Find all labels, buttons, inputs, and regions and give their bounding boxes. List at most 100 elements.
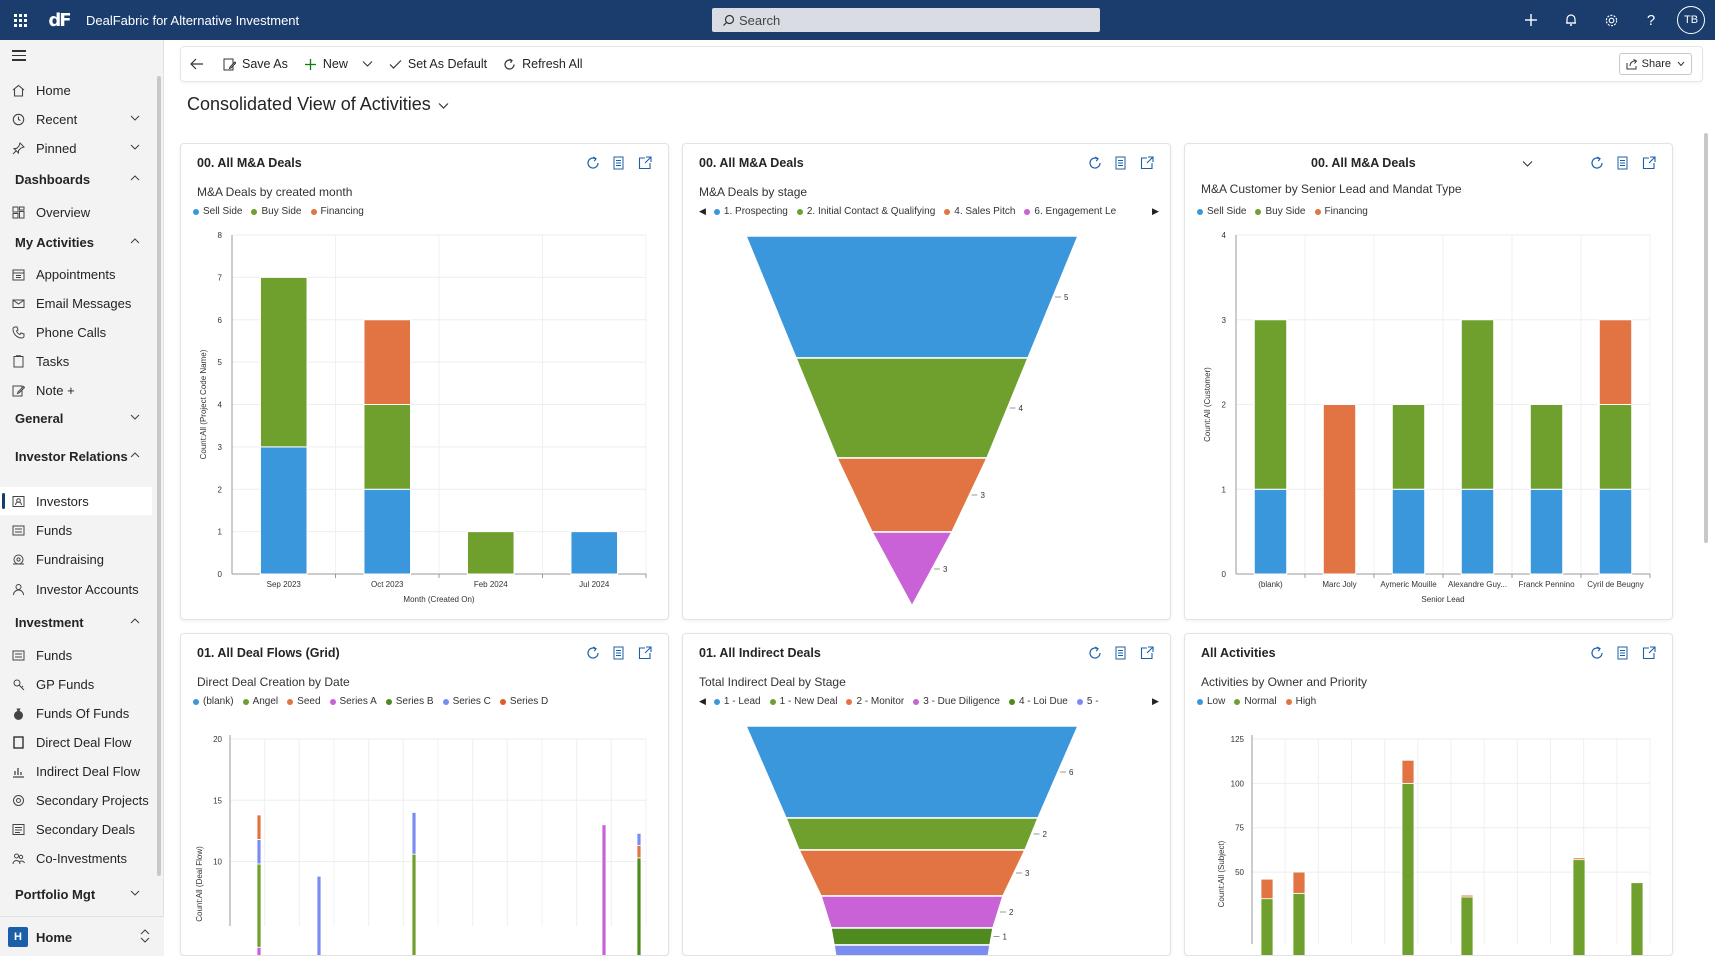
sidebar-item-investor-accounts[interactable]: Investor Accounts: [0, 575, 152, 603]
save-as-button[interactable]: Save As: [215, 46, 296, 82]
legend-item[interactable]: Seed: [287, 696, 321, 707]
chevron-down-icon[interactable]: [130, 412, 140, 422]
chart-legend[interactable]: ◀ 1. Prospecting 2. Initial Contact & Qual…: [695, 206, 1159, 217]
refresh-icon[interactable]: [1588, 644, 1606, 662]
expand-icon[interactable]: [1138, 154, 1156, 172]
legend-item[interactable]: Series D: [499, 696, 548, 707]
chevron-down-icon[interactable]: [1522, 160, 1533, 168]
add-icon[interactable]: [1511, 0, 1551, 40]
legend-item[interactable]: 2 - Monitor: [846, 696, 904, 707]
sidebar-scrollbar[interactable]: [157, 76, 161, 876]
legend-item[interactable]: Series A: [329, 696, 377, 707]
area-switcher[interactable]: H Home: [0, 916, 164, 956]
sidebar-item-email-messages[interactable]: Email Messages: [0, 289, 152, 317]
chart-legend[interactable]: ◀ 1 - Lead 1 - New Deal 2 - Monitor 3 - Due …: [695, 696, 1159, 707]
search-input[interactable]: Search: [712, 8, 1100, 32]
sidebar-group-investment[interactable]: Investment: [0, 608, 152, 636]
legend-item[interactable]: Financing: [310, 206, 364, 217]
sidebar-item-fundraising[interactable]: Fundraising: [0, 545, 152, 573]
refresh-icon[interactable]: [584, 644, 602, 662]
sidebar-item-funds-of-funds[interactable]: Funds Of Funds: [0, 699, 152, 727]
expand-icon[interactable]: [1138, 644, 1156, 662]
legend-prev-arrow-icon[interactable]: ◀: [699, 696, 706, 706]
card-view-title[interactable]: All Activities: [1201, 646, 1276, 660]
new-button[interactable]: New: [296, 46, 381, 82]
sidebar-item-investors[interactable]: Investors: [0, 487, 152, 515]
view-records-icon[interactable]: [610, 154, 628, 172]
sidebar-item-funds[interactable]: Funds: [0, 516, 152, 544]
main-scrollbar[interactable]: [1704, 133, 1708, 543]
gear-icon[interactable]: [1591, 0, 1631, 40]
legend-item[interactable]: 1. Prospecting: [713, 206, 788, 217]
card-view-title[interactable]: 00. All M&A Deals: [699, 156, 804, 170]
sidebar-group-portfolio-mgt[interactable]: Portfolio Mgt: [0, 880, 152, 908]
legend-item[interactable]: Sell Side: [193, 206, 242, 217]
card-view-title[interactable]: 00. All M&A Deals: [197, 156, 302, 170]
chevron-up-icon[interactable]: [130, 173, 140, 183]
chevron-up-down-icon[interactable]: [140, 929, 150, 943]
view-records-icon[interactable]: [1614, 644, 1632, 662]
bell-icon[interactable]: [1551, 0, 1591, 40]
legend-item[interactable]: 3 - Due Diligence: [913, 696, 1000, 707]
chevron-down-icon[interactable]: [130, 888, 140, 898]
app-launcher-icon[interactable]: [0, 0, 40, 40]
legend-item[interactable]: Series B: [385, 696, 434, 707]
legend-item[interactable]: Low: [1197, 696, 1225, 707]
card-view-title[interactable]: 01. All Indirect Deals: [699, 646, 821, 660]
sidebar-group-general[interactable]: General: [0, 404, 152, 432]
sidebar-item-recent[interactable]: Recent: [0, 105, 152, 133]
chevron-down-icon[interactable]: [130, 142, 140, 152]
refresh-icon[interactable]: [1588, 154, 1606, 172]
refresh-icon[interactable]: [584, 154, 602, 172]
chart-legend[interactable]: (blank) Angel Seed Series A Series B Series C…: [193, 696, 557, 707]
expand-icon[interactable]: [1640, 154, 1658, 172]
user-avatar[interactable]: TB: [1677, 6, 1705, 34]
sidebar-item-note[interactable]: Note +: [0, 376, 152, 404]
sidebar-item-phone-calls[interactable]: Phone Calls: [0, 318, 152, 346]
sidebar-group-dashboards[interactable]: Dashboards: [0, 165, 152, 193]
legend-item[interactable]: Sell Side: [1197, 206, 1246, 217]
sidebar-item-overview[interactable]: Overview: [0, 198, 152, 226]
set-as-default-button[interactable]: Set As Default: [381, 46, 495, 82]
card-view-title[interactable]: 00. All M&A Deals: [1311, 156, 1416, 170]
chart-legend[interactable]: Sell Side Buy Side Financing: [193, 206, 373, 217]
legend-item[interactable]: 1 - Lead: [713, 696, 761, 707]
refresh-icon[interactable]: [1086, 644, 1104, 662]
expand-icon[interactable]: [636, 644, 654, 662]
view-records-icon[interactable]: [1614, 154, 1632, 172]
chart-legend[interactable]: Low Normal High: [1197, 696, 1325, 707]
card-view-title[interactable]: 01. All Deal Flows (Grid): [197, 646, 340, 660]
view-records-icon[interactable]: [1112, 644, 1130, 662]
chevron-down-icon[interactable]: [362, 60, 373, 68]
sidebar-item-secondary-deals[interactable]: Secondary Deals: [0, 815, 152, 843]
sidebar-item-gp-funds[interactable]: GP Funds: [0, 670, 152, 698]
sidebar-item-pinned[interactable]: Pinned: [0, 134, 152, 162]
legend-item[interactable]: Angel: [242, 696, 278, 707]
sidebar-item-secondary-projects[interactable]: Secondary Projects: [0, 786, 152, 814]
sidebar-item-appointments[interactable]: Appointments: [0, 260, 152, 288]
legend-item[interactable]: (blank): [193, 696, 234, 707]
legend-item[interactable]: Normal: [1234, 696, 1277, 707]
legend-next-arrow-icon[interactable]: ▶: [1152, 206, 1159, 216]
chevron-down-icon[interactable]: [438, 102, 449, 110]
expand-icon[interactable]: [636, 154, 654, 172]
sidebar-group-my-activities[interactable]: My Activities: [0, 228, 152, 256]
legend-item[interactable]: Buy Side: [1255, 206, 1306, 217]
chevron-up-icon[interactable]: [130, 616, 140, 626]
view-records-icon[interactable]: [1112, 154, 1130, 172]
legend-item[interactable]: Series C: [442, 696, 491, 707]
view-records-icon[interactable]: [610, 644, 628, 662]
legend-item[interactable]: 4 - Loi Due: [1008, 696, 1068, 707]
chevron-up-icon[interactable]: [130, 236, 140, 246]
legend-item[interactable]: Buy Side: [251, 206, 302, 217]
sidebar-item-direct-deal-flow[interactable]: Direct Deal Flow: [0, 728, 152, 756]
legend-item[interactable]: 1 - New Deal: [769, 696, 837, 707]
legend-item[interactable]: 5 -: [1076, 696, 1099, 707]
legend-item[interactable]: 4. Sales Pitch: [944, 206, 1015, 217]
hamburger-menu-icon[interactable]: [12, 50, 26, 64]
sidebar-item-co-investments[interactable]: Co-Investments: [0, 844, 152, 872]
sidebar-item-tasks[interactable]: Tasks: [0, 347, 152, 375]
legend-item[interactable]: 6. Engagement Le: [1024, 206, 1116, 217]
sidebar-item-investment-funds[interactable]: Funds: [0, 641, 152, 669]
back-button[interactable]: [185, 46, 215, 82]
